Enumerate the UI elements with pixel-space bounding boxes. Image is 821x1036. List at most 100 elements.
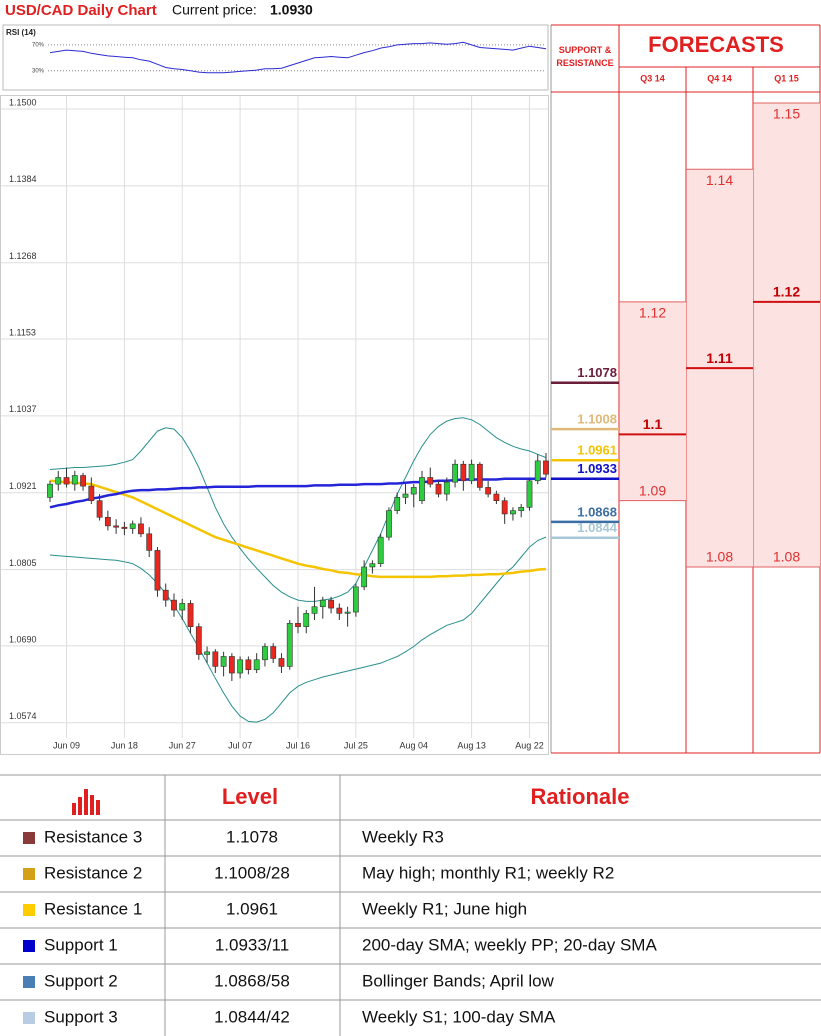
- table-header: Rationale: [530, 784, 629, 809]
- candle-body: [278, 658, 285, 667]
- candle-body: [419, 477, 425, 501]
- forecast-range: [754, 102, 820, 567]
- level-label: 1.1078: [577, 365, 617, 380]
- candle-body: [493, 493, 500, 501]
- y-tick-label: 1.1268: [9, 251, 37, 261]
- candle-body: [377, 536, 384, 564]
- candle-body: [468, 463, 475, 482]
- candle-body: [113, 525, 120, 528]
- forecast-label: 1.12: [773, 284, 800, 300]
- candle-body: [386, 510, 392, 538]
- x-tick-label: Jun 09: [53, 740, 80, 750]
- candle-body: [460, 463, 467, 482]
- y-tick-label: 1.0690: [9, 634, 37, 644]
- candle-body: [336, 607, 343, 614]
- x-tick-label: Aug 13: [457, 740, 486, 750]
- candle-body: [129, 523, 136, 529]
- candle-body: [410, 487, 417, 495]
- candle-body: [146, 533, 153, 551]
- candle-body: [220, 656, 227, 667]
- row-rationale: 200-day SMA; weekly PP; 20-day SMA: [362, 935, 657, 954]
- candle-body: [80, 475, 86, 487]
- indicator-line: [49, 536, 547, 723]
- rsi-title: RSI (14): [6, 28, 36, 37]
- x-tick-label: Jul 07: [228, 740, 252, 750]
- candle-body: [212, 651, 219, 667]
- candle-body: [47, 483, 53, 498]
- candle-body: [179, 603, 186, 611]
- candle-body: [63, 477, 70, 485]
- level-label: 1.0933: [577, 461, 617, 476]
- row-level: 1.0933/11: [215, 935, 289, 954]
- high-label: 1.12: [639, 305, 666, 321]
- y-tick-label: 1.1500: [9, 97, 37, 107]
- row-level: 1.0961: [226, 899, 278, 918]
- y-tick-label: 1.1384: [9, 174, 37, 184]
- column-label: Q3 14: [640, 73, 665, 83]
- row-rationale: Weekly R3: [362, 827, 444, 846]
- candle-body: [476, 463, 483, 488]
- low-label: 1.08: [706, 549, 733, 565]
- x-tick-label: Jun 18: [111, 740, 138, 750]
- candle-body: [187, 603, 194, 627]
- price-label: Current price:: [172, 2, 257, 18]
- legend-swatch: [23, 976, 35, 988]
- row-name: Resistance 2: [44, 863, 142, 882]
- candle-body: [204, 651, 210, 655]
- legend-swatch: [23, 904, 35, 916]
- row-level: 1.1008/28: [214, 863, 290, 882]
- row-name: Resistance 3: [44, 827, 142, 846]
- candle-body: [452, 463, 458, 483]
- indicator-line: [49, 417, 547, 602]
- row-name: Support 3: [44, 1007, 118, 1026]
- row-name: Support 2: [44, 971, 118, 990]
- candle-body: [311, 606, 318, 614]
- candle-body: [195, 626, 202, 655]
- candle-body: [286, 623, 293, 667]
- candle-body: [171, 599, 177, 611]
- table-header: Level: [222, 784, 278, 809]
- column-label: Q4 14: [707, 73, 732, 83]
- candle-body: [270, 646, 277, 659]
- level-label: 1.0844: [577, 520, 618, 535]
- candle-body: [96, 500, 103, 518]
- legend-swatch: [23, 1012, 35, 1024]
- forecast-label: 1.11: [706, 350, 733, 366]
- candle-body: [295, 623, 301, 627]
- candle-body: [71, 475, 78, 485]
- y-tick-label: 1.1037: [9, 404, 37, 414]
- candle-body: [55, 477, 62, 485]
- row-level: 1.0868/58: [214, 971, 290, 990]
- legend-swatch: [23, 940, 35, 952]
- candle-body: [369, 563, 376, 568]
- chart-frame: [0, 95, 549, 755]
- candle-body: [262, 646, 268, 661]
- rsi-tick-label: 30%: [32, 68, 45, 74]
- high-label: 1.15: [773, 106, 800, 122]
- x-tick-label: Aug 22: [515, 740, 544, 750]
- candle-body: [443, 481, 450, 495]
- row-rationale: Bollinger Bands; April low: [362, 971, 555, 990]
- candle-body: [543, 460, 549, 475]
- panel-title: FORECASTS: [648, 32, 784, 57]
- row-rationale: May high; monthly R1; weekly R2: [362, 863, 614, 882]
- x-tick-label: Jul 25: [344, 740, 368, 750]
- candle-body: [501, 500, 508, 515]
- candle-body: [303, 613, 310, 627]
- title: USD/CAD Daily Chart: [5, 2, 157, 19]
- forecast-label: 1.1: [643, 416, 663, 432]
- candle-body: [344, 611, 351, 614]
- candle-body: [237, 659, 244, 674]
- candle-body: [228, 656, 235, 674]
- row-rationale: Weekly S1; 100-day SMA: [362, 1007, 556, 1026]
- high-label: 1.14: [706, 172, 733, 188]
- price: 1.0930: [270, 2, 313, 18]
- low-label: 1.08: [773, 549, 800, 565]
- candle-body: [352, 586, 359, 613]
- candle-body: [435, 483, 442, 495]
- candle-body: [138, 523, 144, 535]
- candle-body: [154, 550, 161, 591]
- x-tick-label: Aug 04: [399, 740, 428, 750]
- candle-body: [245, 659, 252, 671]
